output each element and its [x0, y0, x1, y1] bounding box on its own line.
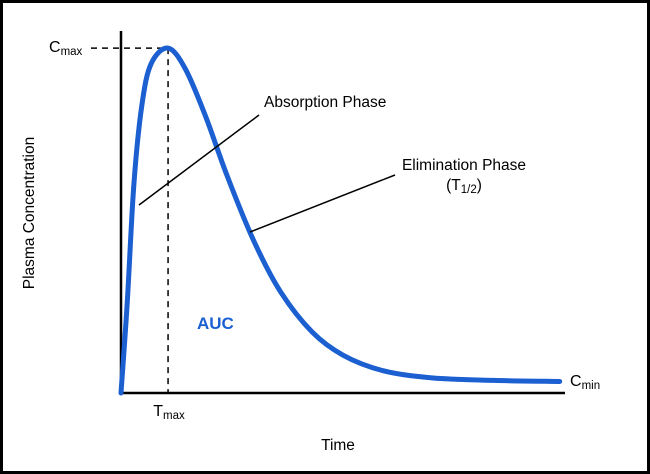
cmin-base: C [570, 373, 582, 390]
y-axis-title: Plasma Concentration [20, 33, 40, 393]
tmax-base: T [153, 403, 164, 420]
elimination-pointer-line [249, 174, 396, 233]
x-axis-title: Time [243, 436, 433, 455]
cmin-subscript: min [581, 380, 601, 392]
y-axis-title-text: Plasma Concentration [21, 136, 38, 290]
tmax-subscript: max [163, 410, 185, 422]
elimination-phase-text: Elimination Phase [401, 157, 527, 174]
absorption-phase-text: Absorption Phase [264, 94, 387, 111]
x-axis-title-text: Time [321, 437, 355, 454]
auc-text: AUC [197, 314, 234, 333]
cmax-subscript: max [60, 46, 83, 58]
cmax-base: C [49, 39, 61, 56]
half-life-text: (T1/2) [446, 177, 482, 196]
half-life-subscript: 1/2 [460, 184, 477, 196]
elimination-phase-label: Elimination Phase (T1/2) [396, 156, 532, 200]
auc-label: AUC [197, 314, 234, 333]
tmax-label: Tmax [141, 402, 197, 426]
pk-chart-canvas [91, 31, 565, 396]
absorption-phase-label: Absorption Phase [264, 93, 386, 112]
cmin-label: Cmin [570, 372, 600, 396]
concentration-curve [118, 45, 563, 396]
absorption-pointer-line [138, 114, 260, 206]
cmax-label: Cmax [49, 38, 82, 62]
